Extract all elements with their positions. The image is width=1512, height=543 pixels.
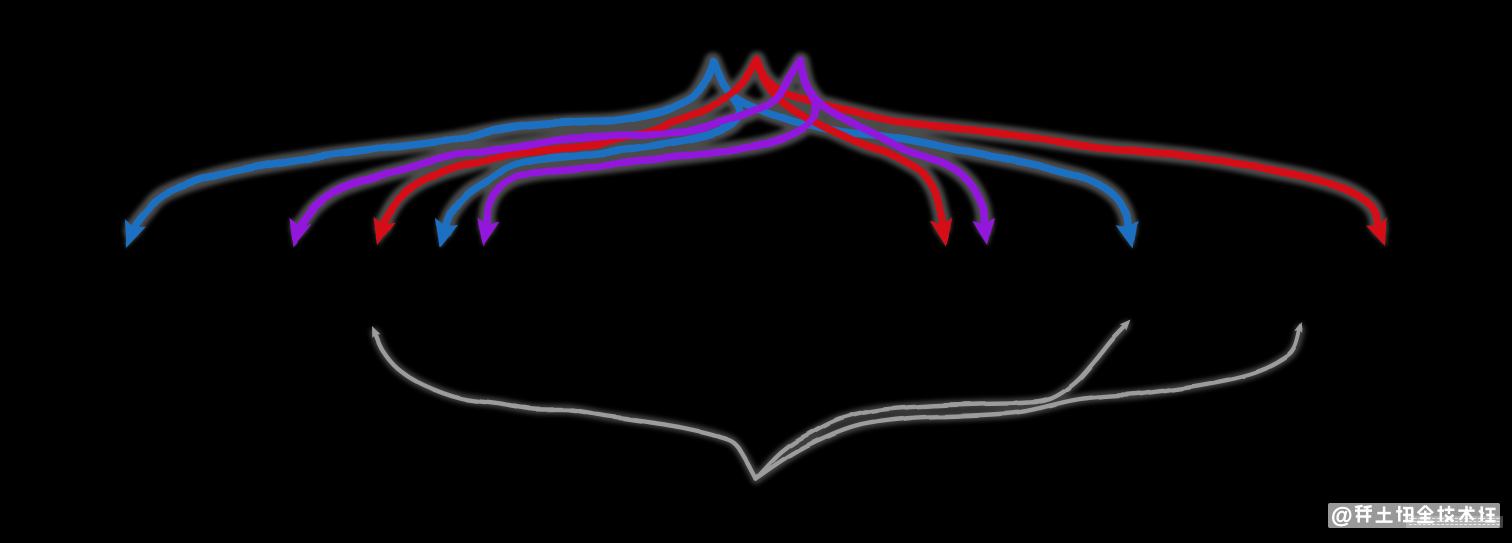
svg-text:@: @ — [1331, 503, 1352, 528]
